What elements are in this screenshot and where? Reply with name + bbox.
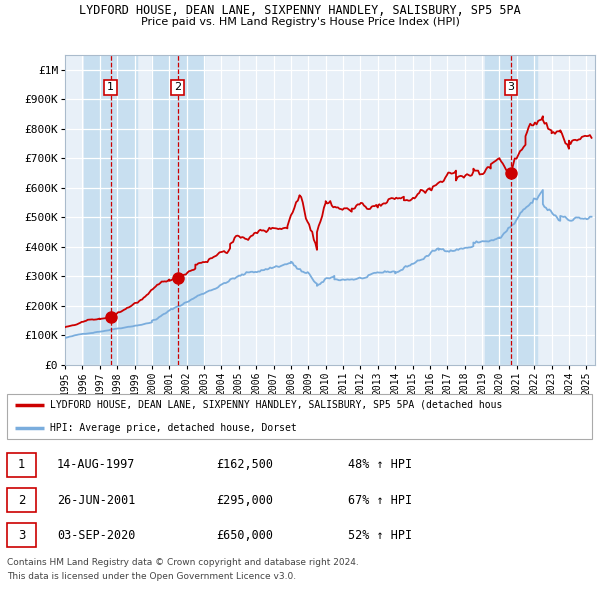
Bar xyxy=(85,55,137,365)
Text: £650,000: £650,000 xyxy=(216,529,273,542)
Bar xyxy=(485,55,537,365)
Text: This data is licensed under the Open Government Licence v3.0.: This data is licensed under the Open Gov… xyxy=(7,572,296,581)
Text: 26-JUN-2001: 26-JUN-2001 xyxy=(57,493,136,506)
Text: 2: 2 xyxy=(18,493,25,506)
Text: 3: 3 xyxy=(508,83,515,93)
FancyBboxPatch shape xyxy=(7,453,36,477)
Text: LYDFORD HOUSE, DEAN LANE, SIXPENNY HANDLEY, SALISBURY, SP5 5PA: LYDFORD HOUSE, DEAN LANE, SIXPENNY HANDL… xyxy=(79,4,521,17)
Text: Price paid vs. HM Land Registry's House Price Index (HPI): Price paid vs. HM Land Registry's House … xyxy=(140,17,460,27)
FancyBboxPatch shape xyxy=(7,488,36,512)
Text: 2: 2 xyxy=(174,83,181,93)
Text: 67% ↑ HPI: 67% ↑ HPI xyxy=(348,493,412,506)
Text: Contains HM Land Registry data © Crown copyright and database right 2024.: Contains HM Land Registry data © Crown c… xyxy=(7,558,359,567)
Text: £162,500: £162,500 xyxy=(216,458,273,471)
Text: 1: 1 xyxy=(18,458,25,471)
Text: 3: 3 xyxy=(18,529,25,542)
FancyBboxPatch shape xyxy=(7,523,36,548)
Text: 52% ↑ HPI: 52% ↑ HPI xyxy=(348,529,412,542)
Text: £295,000: £295,000 xyxy=(216,493,273,506)
Bar xyxy=(152,55,204,365)
Text: LYDFORD HOUSE, DEAN LANE, SIXPENNY HANDLEY, SALISBURY, SP5 5PA (detached hous: LYDFORD HOUSE, DEAN LANE, SIXPENNY HANDL… xyxy=(50,400,502,409)
Text: 1: 1 xyxy=(107,83,114,93)
Text: HPI: Average price, detached house, Dorset: HPI: Average price, detached house, Dors… xyxy=(50,423,297,433)
Text: 03-SEP-2020: 03-SEP-2020 xyxy=(57,529,136,542)
Text: 48% ↑ HPI: 48% ↑ HPI xyxy=(348,458,412,471)
Text: 14-AUG-1997: 14-AUG-1997 xyxy=(57,458,136,471)
FancyBboxPatch shape xyxy=(7,394,592,439)
